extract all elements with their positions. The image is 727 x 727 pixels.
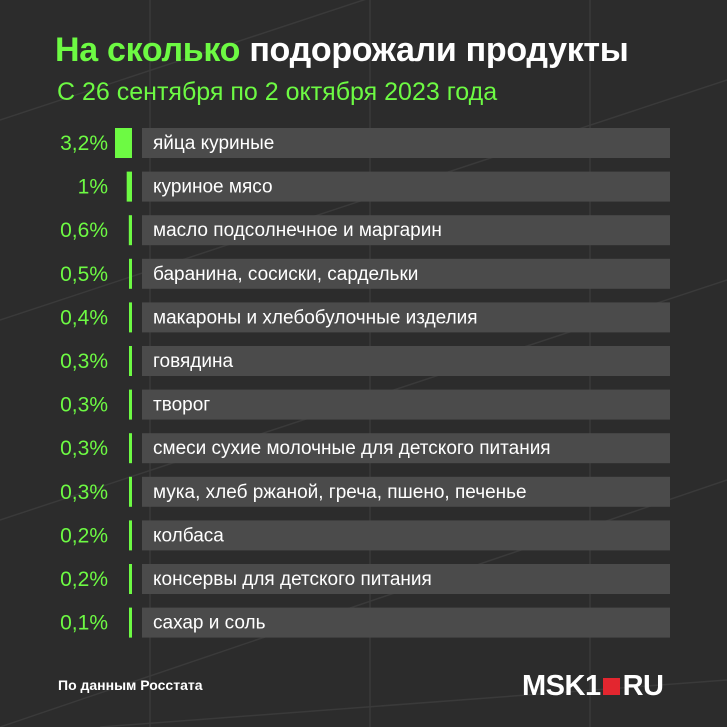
category-label: макароны и хлебобулочные изделия [153,307,478,328]
category-row-bg [142,389,670,420]
value-bar [129,302,132,333]
category-label: говядина [153,351,233,372]
msk1-logo: MSK1 RU [522,669,664,702]
value-bar [129,433,132,464]
category-row-bg [142,302,670,333]
value-label: 0,3% [60,350,108,373]
value-bar [129,607,132,638]
value-label: 0,3% [60,437,108,460]
value-bar [129,520,132,551]
category-label: смеси сухие молочные для детского питани… [153,438,551,459]
value-bar [128,215,132,246]
category-row-bg [142,607,670,638]
value-label: 0,6% [60,219,108,242]
value-label: 0,5% [60,263,108,286]
value-label: 0,1% [60,612,108,635]
chart-title-main: подорожали продукты [249,31,629,69]
chart-title-accent: На сколько [55,31,241,69]
value-label: 3,2% [60,132,108,155]
chart-subtitle: С 26 сентября по 2 октября 2023 года [57,78,498,106]
source-note: По данным Росстата [58,677,203,693]
category-row-bg [142,433,670,464]
category-label: сахар и соль [153,613,266,634]
value-label: 0,3% [60,481,108,504]
category-label: баранина, сосиски, сардельки [153,264,418,285]
category-label: куриное мясо [153,177,273,198]
value-bar [126,171,132,202]
logo-red-square [602,677,620,695]
chart-title: На сколько подорожали продукты [55,30,629,70]
value-bar [115,128,132,158]
value-label: 0,2% [60,524,108,547]
category-label: масло подсолнечное и маргарин [153,220,442,241]
category-label: мука, хлеб ржаной, греча, пшено, печенье [153,482,527,503]
category-row-bg [142,346,670,376]
value-bar [129,258,132,289]
category-row-bg [142,476,670,507]
category-row-bg [142,128,670,158]
value-bar [129,389,132,420]
logo-text-right: RU [622,669,664,702]
category-row-bg [142,520,670,551]
value-bar [129,564,132,594]
category-row-bg [142,564,670,594]
category-label: колбаса [153,525,224,546]
value-label: 1% [78,176,108,199]
category-row-bg [142,171,670,202]
value-label: 0,3% [60,394,108,417]
value-label: 0,4% [60,306,108,329]
category-row-bg [142,215,670,246]
category-label: яйца куриные [153,133,274,154]
value-bar [129,346,132,376]
category-label: консервы для детского питания [153,569,432,590]
value-bar [129,476,132,507]
category-label: творог [153,395,210,416]
value-label: 0,2% [60,568,108,591]
category-row-bg [142,258,670,289]
logo-text-left: MSK1 [522,669,601,702]
